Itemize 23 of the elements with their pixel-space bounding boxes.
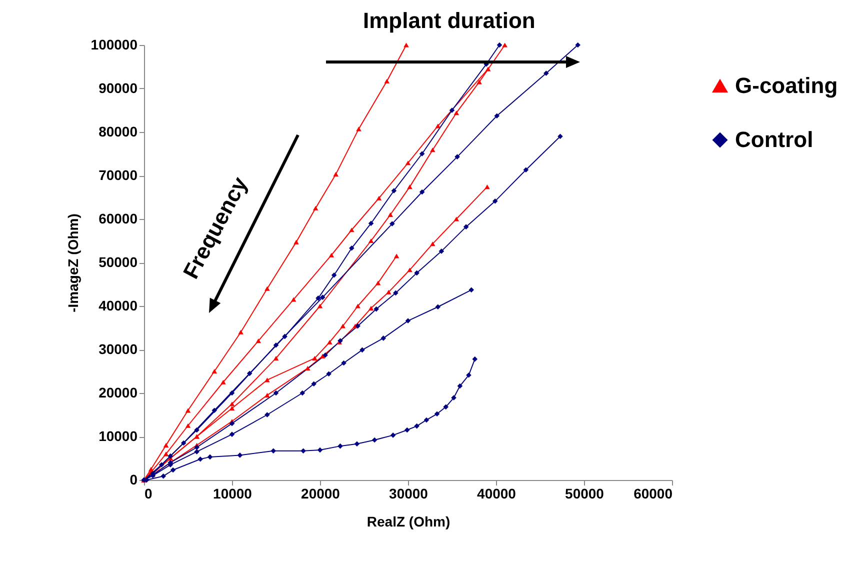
x-tick-label: 40000 xyxy=(477,486,516,502)
y-tick-label: 80000 xyxy=(98,124,138,140)
y-tick-label: 30000 xyxy=(98,341,138,357)
y-tick-label: 0 xyxy=(130,472,138,488)
y-tick-label: 90000 xyxy=(98,80,138,96)
text: Implant duration xyxy=(363,8,536,34)
legend-label: G-coating xyxy=(735,73,838,98)
y-tick-label: 70000 xyxy=(98,167,138,183)
x-tick-label: 30000 xyxy=(389,486,428,502)
y-tick-label: 60000 xyxy=(98,210,138,226)
y-tick-label: 20000 xyxy=(98,384,138,400)
x-tick-label: 0 xyxy=(144,486,152,502)
y-tick-label: 100000 xyxy=(90,36,138,52)
y-axis-title: -ImageZ (Ohm) xyxy=(64,214,81,312)
x-tick-label: 20000 xyxy=(301,486,340,502)
legend-label: Control xyxy=(735,127,814,152)
y-tick-label: 50000 xyxy=(98,254,138,270)
x-tick-label: 50000 xyxy=(565,486,604,502)
x-axis-title: RealZ (Ohm) xyxy=(366,514,450,530)
y-tick-label: 10000 xyxy=(98,428,138,444)
x-tick-label: 10000 xyxy=(213,486,252,502)
x-tick-label: 60000 xyxy=(634,486,673,502)
y-tick-label: 40000 xyxy=(98,298,138,314)
